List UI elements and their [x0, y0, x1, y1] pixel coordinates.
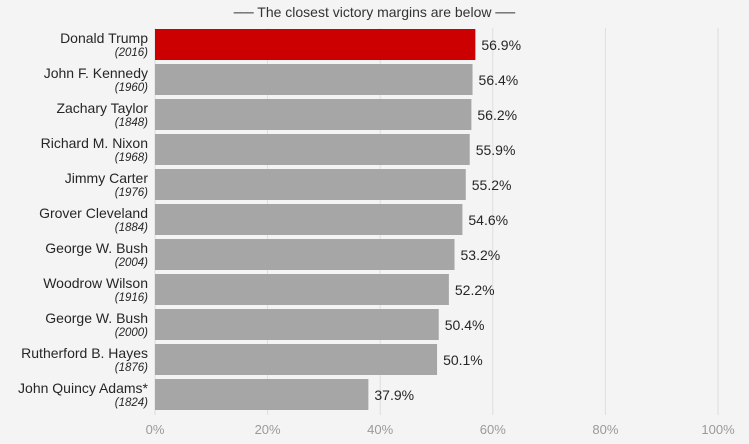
bar [155, 309, 439, 340]
category-year-label: (1884) [115, 222, 148, 234]
category-label: John Quincy Adams* [18, 380, 149, 396]
bar [155, 169, 466, 200]
data-label: 55.2% [472, 177, 512, 193]
bar [155, 99, 472, 130]
category-year-label: (1968) [115, 152, 148, 164]
category-label: Zachary Taylor [56, 100, 148, 116]
category-label: John F. Kennedy [44, 65, 148, 81]
data-label: 56.4% [479, 72, 519, 88]
category-year-label: (2016) [115, 47, 148, 59]
category-label: George W. Bush [45, 240, 148, 256]
category-year-label: (1916) [115, 292, 148, 304]
category-label: Grover Cleveland [39, 205, 148, 221]
bar [155, 29, 476, 60]
chart-note: ── The closest victory margins are below… [233, 4, 516, 20]
x-tick-label: 80% [592, 422, 618, 437]
category-label: Richard M. Nixon [41, 135, 148, 151]
x-tick-label: 100% [701, 422, 735, 437]
bar [155, 204, 463, 235]
data-label: 56.9% [481, 37, 521, 53]
category-year-label: (1876) [115, 362, 148, 374]
bar [155, 64, 473, 95]
category-label: Donald Trump [60, 30, 148, 46]
data-label: 52.2% [455, 282, 495, 298]
data-label: 37.9% [374, 387, 414, 403]
category-label: Rutherford B. Hayes [21, 345, 148, 361]
category-year-label: (1960) [115, 82, 148, 94]
category-label: Woodrow Wilson [43, 275, 148, 291]
data-label: 54.6% [468, 212, 508, 228]
category-label: Jimmy Carter [65, 170, 149, 186]
category-label: George W. Bush [45, 310, 148, 326]
bar [155, 239, 455, 270]
bar [155, 134, 470, 165]
category-year-label: (1824) [115, 397, 148, 409]
category-year-label: (2000) [115, 327, 148, 339]
data-label: 55.9% [476, 142, 516, 158]
data-label: 50.1% [443, 352, 483, 368]
x-tick-label: 20% [255, 422, 281, 437]
x-tick-label: 60% [480, 422, 506, 437]
bar [155, 344, 438, 375]
bar [155, 379, 369, 410]
category-year-label: (2004) [115, 257, 148, 269]
data-label: 50.4% [445, 317, 485, 333]
data-label: 53.2% [461, 247, 501, 263]
category-year-label: (1976) [115, 187, 148, 199]
x-tick-label: 40% [367, 422, 393, 437]
x-tick-label: 0% [146, 422, 165, 437]
data-label: 56.2% [477, 107, 517, 123]
bar [155, 274, 449, 305]
category-year-label: (1848) [115, 117, 148, 129]
